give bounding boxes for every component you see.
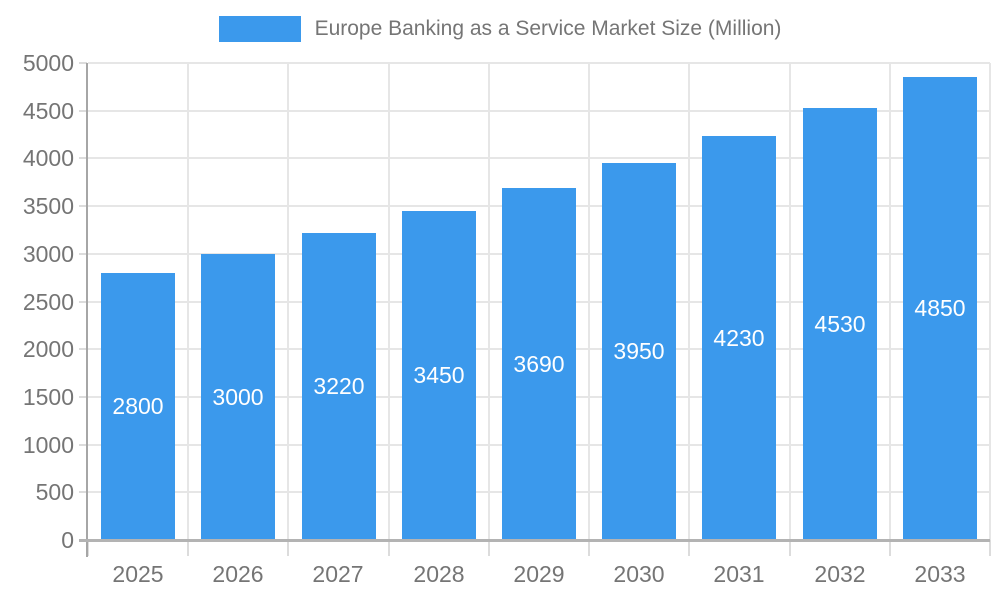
y-axis-label: 2500: [22, 288, 74, 315]
bar-value-label: 2800: [112, 393, 164, 419]
bar-2029[interactable]: 3690: [502, 188, 576, 540]
x-axis-label: 2027: [312, 561, 364, 587]
bar-value-label: 3450: [413, 362, 465, 388]
y-axis-tick: [79, 157, 87, 160]
y-axis-tick: [79, 395, 87, 398]
y-axis-tick: [79, 491, 87, 494]
chart-legend[interactable]: Europe Banking as a Service Market Size …: [0, 16, 1000, 42]
y-axis-tick: [79, 62, 87, 64]
gridline-horizontal: [88, 157, 990, 160]
bar-value-label: 4230: [713, 324, 765, 351]
x-axis-tick: [487, 540, 490, 556]
y-axis-label: 1500: [22, 383, 74, 410]
bar-value-label: 3220: [313, 373, 365, 399]
x-axis-tick: [287, 540, 290, 556]
gridline-vertical: [487, 63, 490, 540]
x-axis-label: 2029: [513, 561, 565, 587]
x-axis-tick: [688, 540, 691, 556]
x-axis-tick: [989, 540, 991, 556]
x-axis-tick: [387, 540, 390, 556]
bar-2027[interactable]: 3220: [302, 233, 376, 540]
y-axis-label: 5000: [22, 50, 74, 76]
x-axis-label: 2028: [413, 561, 465, 587]
bar-2032[interactable]: 4530: [803, 108, 877, 540]
y-axis-tick: [79, 443, 87, 446]
x-axis-label: 2033: [914, 561, 966, 587]
bar-value-label: 4850: [914, 295, 966, 321]
x-axis-tick: [187, 540, 190, 556]
bar-2030[interactable]: 3950: [602, 163, 676, 540]
gridline-vertical: [989, 63, 991, 540]
x-axis-tick: [87, 540, 89, 556]
y-axis-label: 4000: [22, 145, 74, 172]
x-axis-line: [79, 539, 990, 542]
x-axis-tick: [788, 540, 791, 556]
bar-2028[interactable]: 3450: [402, 211, 476, 540]
y-axis-label: 3500: [22, 193, 74, 220]
y-axis-tick: [79, 252, 87, 255]
x-axis-tick: [588, 540, 591, 556]
gridline-vertical: [287, 63, 290, 540]
x-axis-label: 2031: [713, 561, 765, 587]
bar-value-label: 3690: [513, 350, 565, 377]
bar-2026[interactable]: 3000: [201, 254, 275, 540]
y-axis-tick: [79, 348, 87, 351]
x-axis-label: 2030: [613, 561, 665, 587]
y-axis-tick: [79, 109, 87, 112]
x-axis-label: 2032: [814, 561, 866, 587]
bar-value-label: 4530: [814, 310, 866, 337]
bar-2025[interactable]: 2800: [101, 273, 175, 540]
x-axis-label: 2025: [112, 561, 164, 587]
y-axis-label: 2000: [22, 336, 74, 363]
legend-label: Europe Banking as a Service Market Size …: [314, 17, 782, 40]
y-axis-label: 4500: [22, 97, 74, 124]
y-axis-tick: [79, 205, 87, 208]
x-axis-label: 2026: [212, 561, 264, 587]
y-axis-label: 500: [35, 479, 74, 506]
gridline-vertical: [588, 63, 591, 540]
gridline-vertical: [387, 63, 390, 540]
y-axis-label: 1000: [22, 431, 74, 458]
gridline-horizontal: [88, 62, 990, 64]
bar-2031[interactable]: 4230: [702, 136, 776, 540]
gridline-vertical: [688, 63, 691, 540]
y-axis-line: [86, 63, 88, 557]
y-axis-label: 0: [61, 527, 74, 553]
bar-value-label: 3950: [613, 338, 665, 364]
legend-swatch: [218, 16, 301, 42]
gridline-vertical: [788, 63, 791, 540]
bar-2033[interactable]: 4850: [903, 77, 977, 540]
y-axis-tick: [79, 300, 87, 303]
y-axis-label: 3000: [22, 240, 74, 267]
gridline-vertical: [187, 63, 190, 540]
gridline-horizontal: [88, 109, 990, 112]
x-axis-tick: [888, 540, 891, 556]
gridline-vertical: [888, 63, 891, 540]
bar-value-label: 3000: [212, 383, 264, 410]
